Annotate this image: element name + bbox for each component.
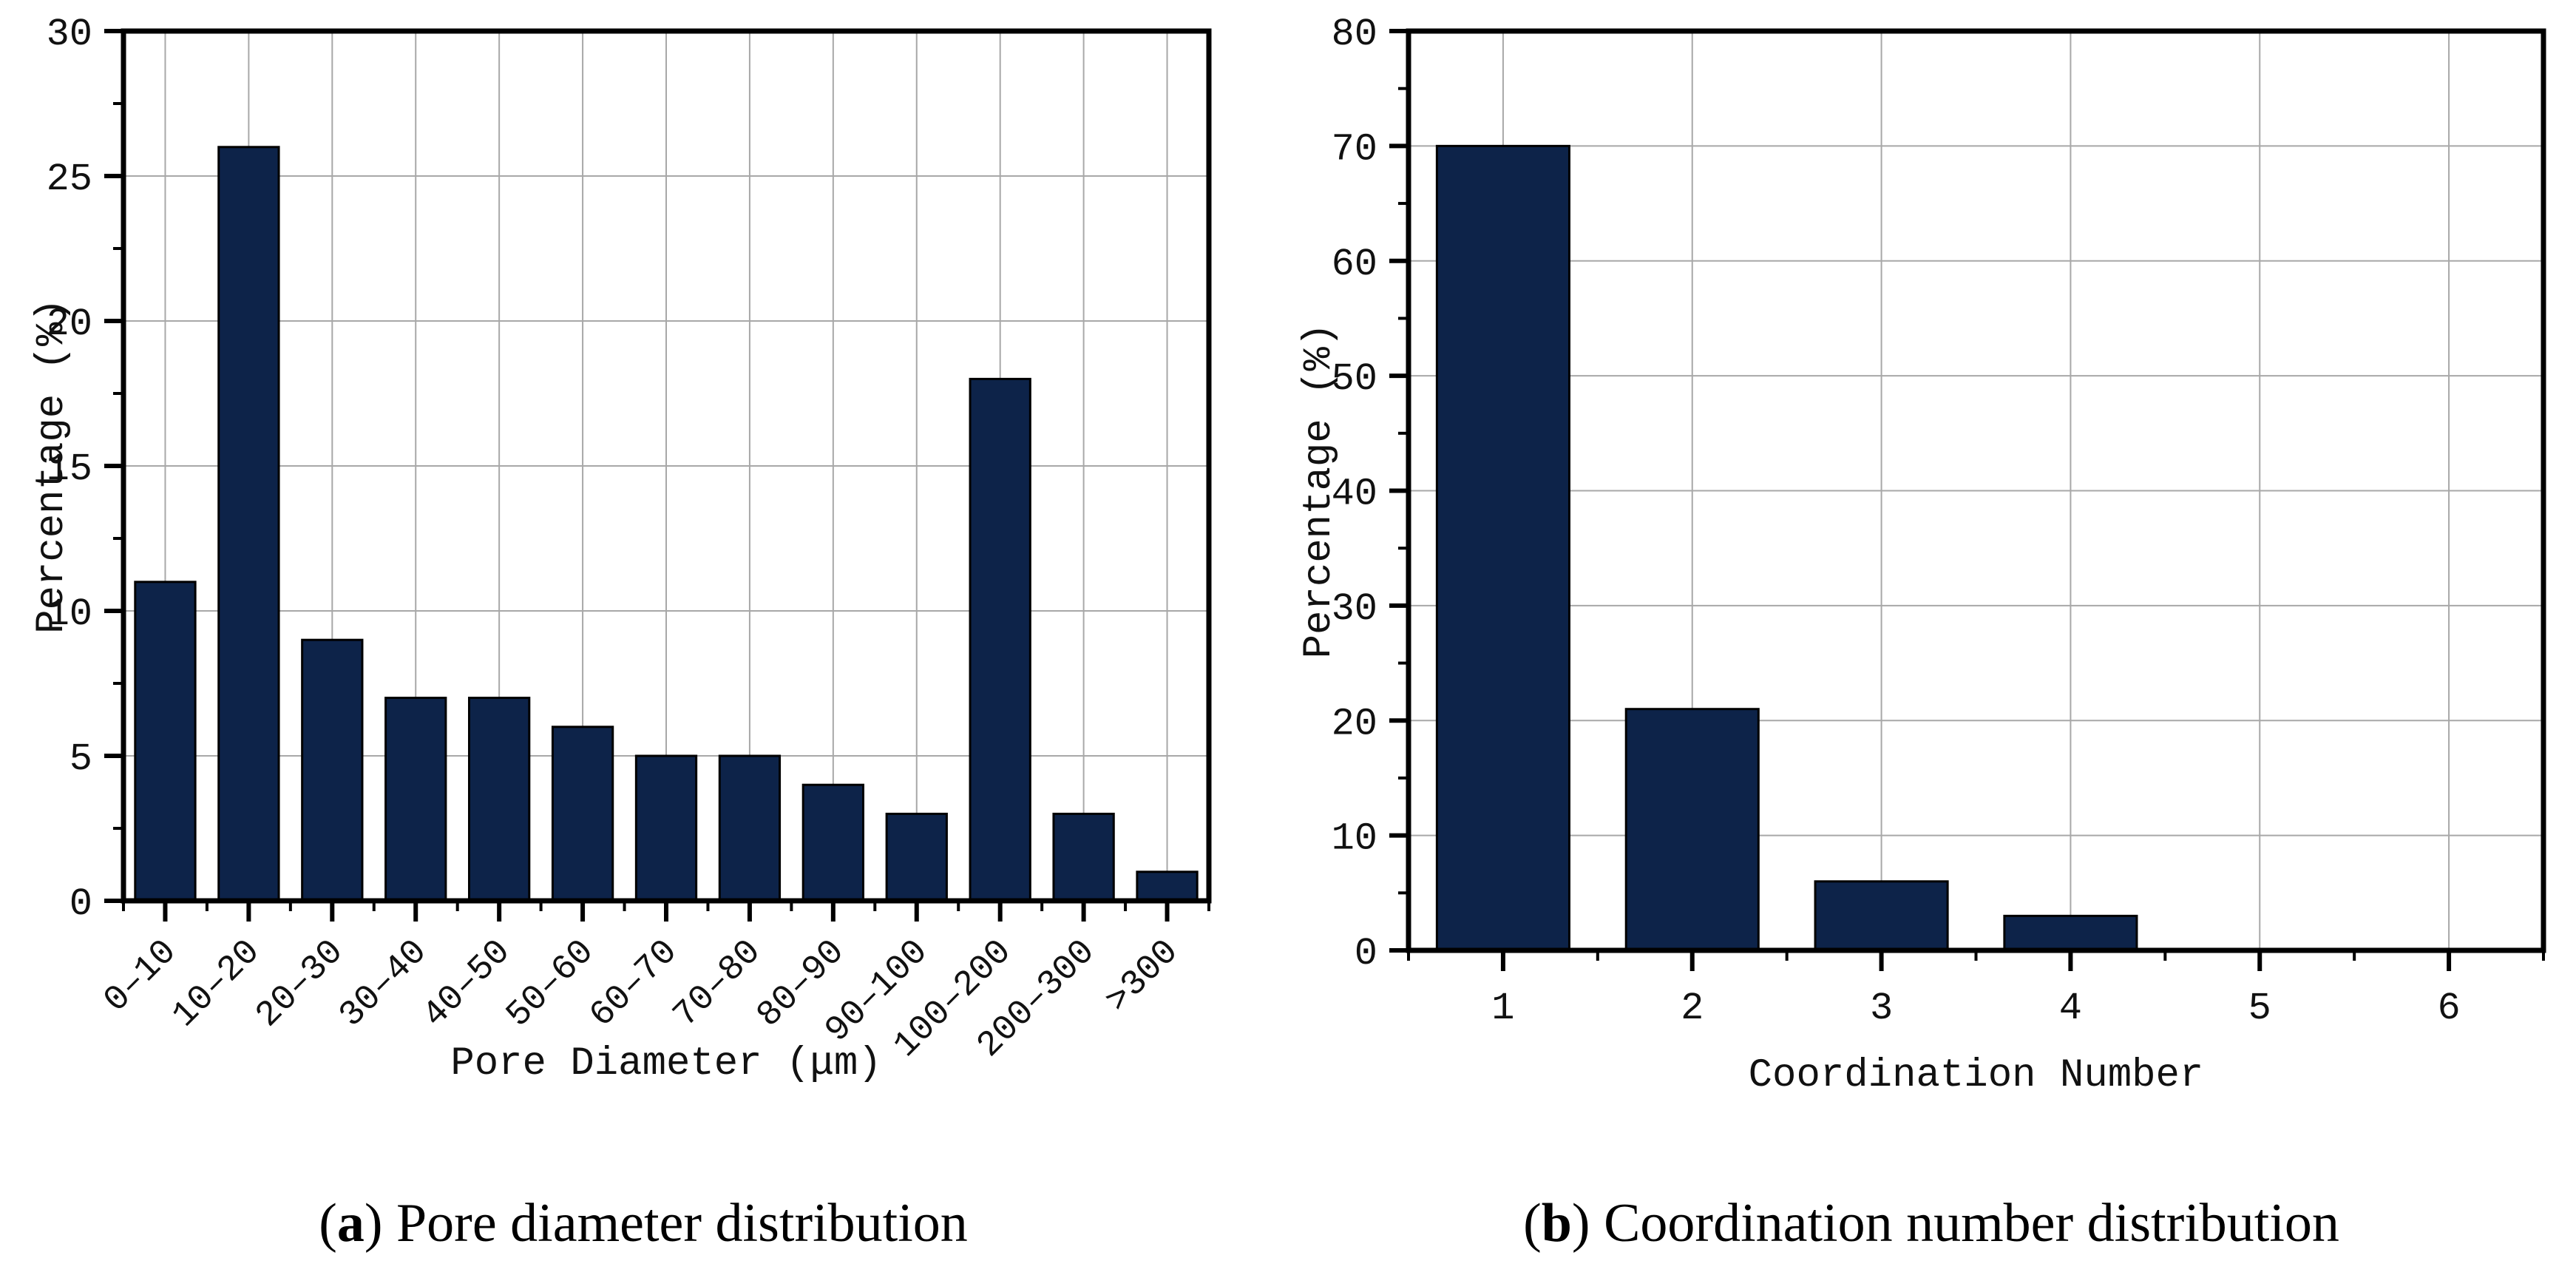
bar bbox=[634, 754, 698, 902]
y-tick-label: 25 bbox=[47, 158, 92, 201]
y-tick-label: 20 bbox=[1332, 702, 1377, 746]
bar bbox=[1624, 708, 1760, 952]
chart-a: 0510152025300–1010–2020–3030–4040–5050–6… bbox=[30, 13, 1212, 1086]
bars bbox=[134, 146, 1199, 902]
caption-a-close: ) bbox=[364, 1193, 397, 1254]
gridlines bbox=[1409, 31, 2543, 950]
y-tick-label: 0 bbox=[1355, 932, 1377, 976]
y-tick-label: 50 bbox=[1332, 357, 1377, 401]
bars bbox=[1435, 144, 2138, 952]
y-tick-label: 30 bbox=[47, 13, 92, 56]
y-axis-title: Percentage (%) bbox=[30, 298, 75, 634]
bar bbox=[969, 377, 1031, 902]
x-tick-label: 10–20 bbox=[165, 932, 268, 1035]
y-tick-label: 20 bbox=[47, 302, 92, 346]
y-tick-label: 10 bbox=[47, 592, 92, 636]
ticks bbox=[104, 29, 1210, 922]
caption-b-open: ( bbox=[1523, 1193, 1542, 1254]
y-axis-title: Percentage (%) bbox=[1297, 323, 1342, 659]
y-tick-label: 0 bbox=[70, 882, 92, 926]
x-tick-label: >300 bbox=[1098, 932, 1187, 1021]
y-tick-label: 80 bbox=[1332, 13, 1377, 56]
bar bbox=[384, 697, 447, 902]
bar bbox=[551, 726, 614, 902]
caption-b-close: ) bbox=[1571, 1193, 1604, 1254]
x-tick-label: 60–70 bbox=[583, 932, 686, 1035]
bar bbox=[885, 812, 948, 902]
caption-b-text: Coordination number distribution bbox=[1604, 1193, 2339, 1254]
caption-a-letter: a bbox=[336, 1193, 365, 1254]
caption-panel-b: (b) Coordination number distribution bbox=[1287, 1192, 2576, 1255]
caption-a-open: ( bbox=[319, 1193, 337, 1254]
x-tick-label: 20–30 bbox=[248, 932, 352, 1035]
caption-b-letter: b bbox=[1541, 1193, 1572, 1254]
bar bbox=[134, 581, 197, 902]
x-tick-label: 40–50 bbox=[416, 932, 519, 1035]
y-tick-label: 10 bbox=[1332, 817, 1377, 861]
bar bbox=[1052, 812, 1115, 902]
bar bbox=[217, 146, 280, 902]
x-tick-label: 1 bbox=[1491, 987, 1514, 1030]
x-axis-title: Pore Diameter (μm) bbox=[450, 1041, 881, 1086]
x-axis-title: Coordination Number bbox=[1749, 1053, 2204, 1098]
bar bbox=[2003, 914, 2138, 952]
bar bbox=[718, 754, 782, 902]
x-tick-label: 6 bbox=[2437, 987, 2460, 1030]
bar bbox=[301, 638, 364, 902]
chart-b: 0 10 20 30 40 50 60 70 80 1 2 3 4 5 6 Coordination Numb… bbox=[1297, 13, 2546, 1098]
y-tick-label: 30 bbox=[1332, 587, 1377, 631]
y-tick-label: 15 bbox=[47, 447, 92, 491]
x-tick-label: 5 bbox=[2248, 987, 2271, 1030]
bar bbox=[1435, 144, 1570, 952]
y-tick-label: 5 bbox=[70, 737, 92, 781]
bar bbox=[801, 783, 864, 902]
y-tick-label: 60 bbox=[1332, 243, 1377, 286]
bar bbox=[1814, 880, 1949, 952]
x-tick-label: 70–80 bbox=[666, 932, 770, 1035]
y-tick-label: 40 bbox=[1332, 473, 1377, 516]
x-tick-label: 2 bbox=[1681, 987, 1704, 1030]
x-tick-label: 50–60 bbox=[499, 932, 603, 1035]
bar bbox=[468, 697, 531, 902]
bar bbox=[1136, 870, 1199, 902]
x-tick-label: 30–40 bbox=[332, 932, 435, 1035]
caption-a-text: Pore diameter distribution bbox=[396, 1193, 968, 1254]
x-tick-label: 3 bbox=[1870, 987, 1893, 1030]
y-tick-label: 70 bbox=[1332, 127, 1377, 171]
caption-panel-a: (a) Pore diameter distribution bbox=[0, 1192, 1287, 1255]
x-tick-label: 4 bbox=[2059, 987, 2082, 1030]
ticks bbox=[1389, 29, 2545, 971]
